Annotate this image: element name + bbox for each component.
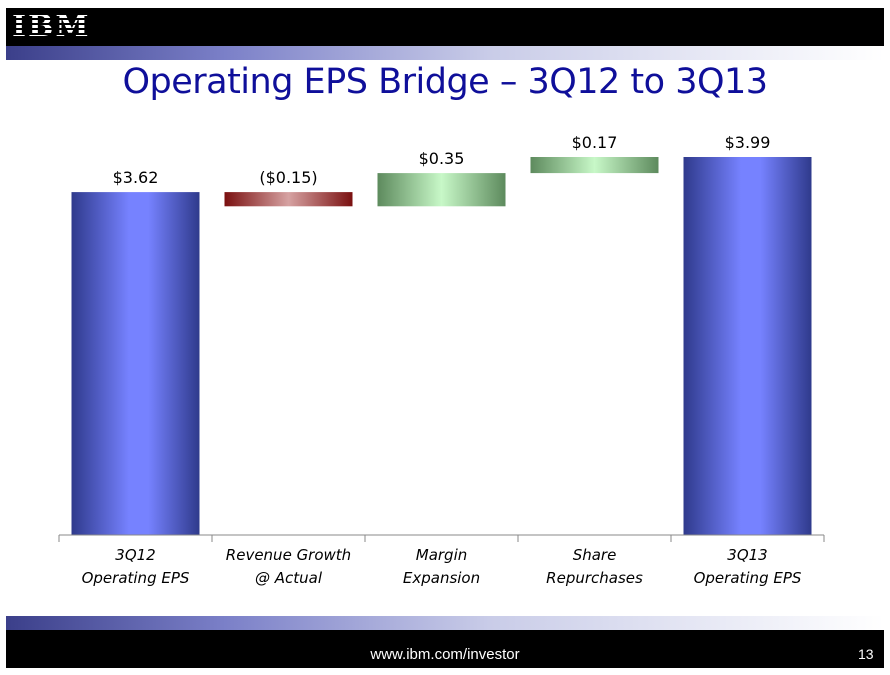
bar-1: [224, 192, 353, 207]
bar-3: [530, 157, 659, 174]
category-label-1-0: Revenue Growth: [226, 546, 351, 564]
value-label-0: $3.62: [113, 168, 159, 187]
page-title: Operating EPS Bridge – 3Q12 to 3Q13: [122, 62, 768, 102]
value-label-4: $3.99: [725, 133, 771, 152]
footer-bar: [6, 630, 884, 668]
footer-stripe: [6, 616, 884, 630]
category-label-1-1: @ Actual: [255, 569, 323, 587]
footer-url[interactable]: www.ibm.com/investor: [370, 646, 520, 663]
ibm-logo: IBM: [12, 9, 91, 44]
eps-bridge-chart: $3.62 3Q12 Operating EPS ($0.15) Revenue Gro…: [58, 133, 825, 587]
value-label-2: $0.35: [419, 149, 465, 168]
category-label-4-1: Operating EPS: [694, 569, 802, 587]
bar-0: [71, 192, 200, 535]
category-label-0-1: Operating EPS: [82, 569, 190, 587]
category-label-3-0: Share: [573, 546, 617, 564]
page-number: 13: [858, 646, 874, 662]
category-label-4-0: 3Q13: [727, 546, 767, 564]
category-label-2-0: Margin: [416, 546, 468, 564]
header-stripe: [6, 46, 884, 60]
value-label-3: $0.17: [572, 133, 618, 152]
category-label-0-0: 3Q12: [115, 546, 155, 564]
category-label-3-1: Repurchases: [546, 569, 643, 587]
value-label-1: ($0.15): [259, 168, 317, 187]
bar-4: [683, 157, 812, 535]
header-bar: [6, 8, 884, 46]
category-label-2-1: Expansion: [403, 569, 480, 587]
bar-2: [377, 173, 506, 207]
